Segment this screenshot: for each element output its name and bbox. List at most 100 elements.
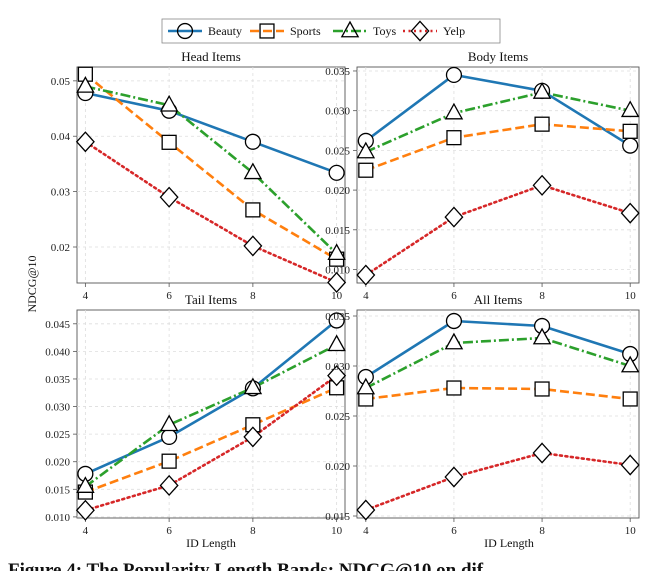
legend-frame	[161, 18, 501, 44]
data-point-beauty	[622, 137, 639, 154]
x-tick-label: 4	[363, 290, 369, 302]
legend-marker-square	[259, 23, 275, 39]
panel-title: All Items	[474, 292, 523, 307]
data-point-yelp	[159, 186, 179, 208]
data-point-yelp	[327, 271, 347, 294]
series-line-toys	[84, 343, 338, 488]
legend: Beauty Sports Toys Yelp	[161, 18, 501, 44]
data-point-sports	[622, 123, 638, 139]
y-tick-label: 0.015	[45, 484, 70, 496]
series-toys	[365, 336, 631, 390]
y-tick-label: 0.040	[45, 346, 70, 358]
y-tick-label: 0.015	[325, 225, 350, 237]
legend-label-yelp: Yelp	[443, 24, 465, 38]
data-point-yelp	[327, 365, 347, 387]
y-tick-label: 0.020	[325, 185, 350, 197]
y-tick-label: 0.02	[51, 242, 70, 254]
x-axis-label-left: ID Length	[186, 536, 236, 550]
data-point-beauty	[328, 164, 345, 181]
series-toys	[85, 85, 338, 255]
x-tick-label: 8	[539, 290, 545, 302]
x-tick-label: 10	[625, 525, 637, 537]
x-tick-label: 4	[83, 525, 89, 537]
x-tick-label: 6	[166, 290, 172, 302]
data-point-sports	[446, 130, 462, 146]
data-point-beauty	[161, 428, 178, 445]
figure-caption: Figure 4: The Popularity Length Bands: N…	[8, 560, 484, 571]
plot-area	[356, 66, 640, 284]
x-tick-label: 10	[331, 525, 343, 537]
series-line-beauty	[84, 319, 338, 476]
data-point-beauty	[445, 66, 463, 84]
series-line-beauty	[365, 73, 631, 147]
panel-title: Body Items	[468, 49, 528, 64]
series-line-sports	[365, 386, 631, 401]
data-point-sports	[622, 391, 638, 407]
data-point-toys	[356, 377, 376, 395]
data-point-sports	[161, 453, 177, 469]
data-point-toys	[532, 327, 552, 345]
data-point-toys	[76, 76, 95, 93]
legend-marker-triangle	[340, 20, 360, 38]
data-point-yelp	[75, 131, 95, 153]
y-tick-label: 0.03	[51, 187, 71, 199]
series-line-yelp	[84, 140, 338, 284]
data-point-yelp	[356, 499, 376, 521]
data-point-toys	[444, 102, 464, 120]
data-point-toys	[327, 334, 346, 352]
series-yelp	[84, 374, 338, 512]
x-tick-label: 4	[83, 290, 89, 302]
data-point-toys	[159, 414, 179, 432]
y-tick-label: 0.035	[45, 374, 70, 386]
x-tick-label: 6	[451, 525, 457, 537]
series-sports	[84, 73, 338, 261]
series-toys	[84, 343, 338, 488]
data-point-beauty	[244, 133, 261, 150]
y-tick-label: 0.045	[45, 319, 70, 331]
series-beauty	[365, 319, 631, 379]
data-point-sports	[358, 162, 374, 178]
data-point-yelp	[532, 174, 552, 196]
series-line-toys	[85, 85, 338, 255]
series-beauty	[84, 319, 338, 476]
data-point-sports	[534, 381, 550, 397]
x-tick-label: 10	[625, 290, 637, 302]
series-sports	[365, 386, 631, 401]
data-point-yelp	[75, 499, 95, 521]
legend-label-toys: Toys	[373, 24, 396, 38]
y-tick-label: 0.010	[325, 265, 350, 277]
series-yelp	[84, 140, 338, 284]
series-yelp	[364, 451, 632, 512]
x-tick-label: 10	[331, 290, 343, 302]
data-point-toys	[620, 100, 640, 118]
data-point-yelp	[444, 206, 464, 228]
data-point-sports	[534, 116, 550, 132]
series-line-yelp	[364, 451, 632, 512]
series-beauty	[365, 73, 631, 147]
data-point-toys	[327, 243, 346, 261]
x-tick-label: 8	[250, 290, 256, 302]
data-point-sports	[245, 202, 261, 218]
y-tick-label: 0.025	[325, 145, 350, 157]
legend-label-beauty: Beauty	[208, 24, 242, 38]
x-tick-label: 6	[166, 525, 172, 537]
series-line-yelp	[364, 184, 632, 277]
data-point-yelp	[532, 442, 552, 464]
panel-head-items: 4 6 8 10 0.02 0.03 0.04 0.05 Head Items	[51, 49, 347, 302]
panel-body-items: 4 6 8 10 0.010 0.015 0.020 0.025 0.030 0.035 Body …	[325, 49, 640, 302]
series-yelp	[364, 184, 632, 277]
data-point-beauty	[445, 312, 463, 330]
panel-tail-items: 4 6 8 10 0.010 0.015 0.020 0.025 0.030 0.035 0.040…	[45, 292, 347, 537]
data-point-toys	[532, 82, 552, 99]
series-line-beauty	[365, 319, 631, 379]
x-tick-label: 8	[539, 525, 545, 537]
y-axis-label: NDCG@10	[25, 255, 39, 312]
y-tick-label: 0.015	[325, 511, 350, 523]
panel-title: Tail Items	[185, 292, 237, 307]
y-tick-label: 0.035	[325, 311, 350, 323]
y-tick-label: 0.010	[45, 512, 70, 524]
data-point-yelp	[159, 474, 179, 497]
y-tick-label: 0.025	[325, 411, 350, 423]
y-tick-label: 0.04	[51, 131, 71, 143]
series-line-beauty	[85, 91, 338, 175]
